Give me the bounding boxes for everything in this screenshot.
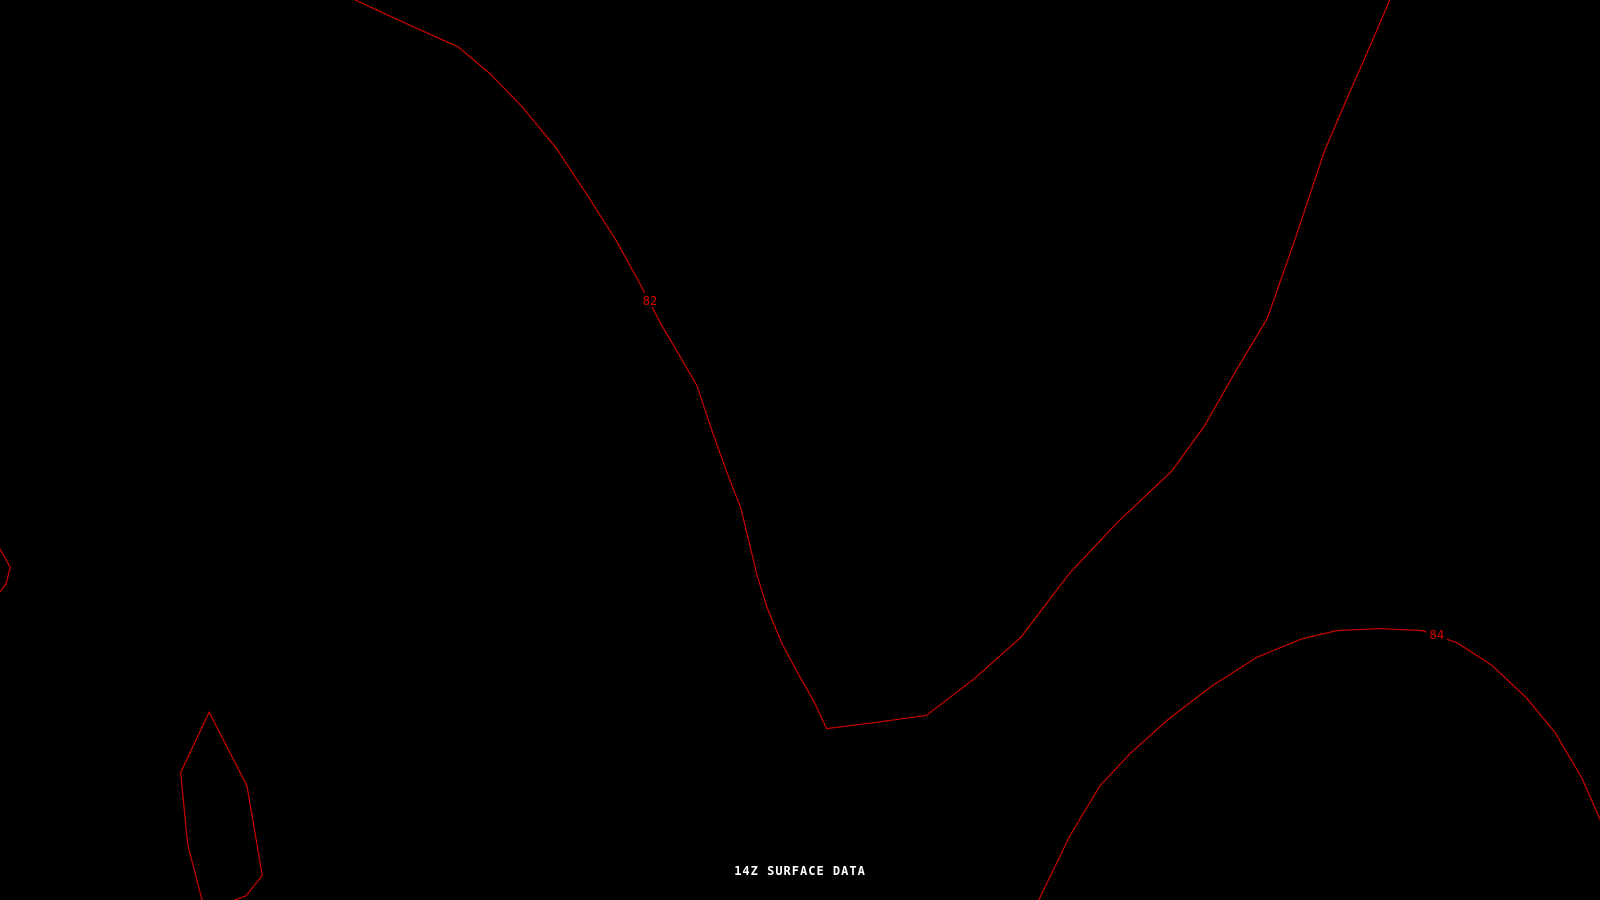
contour-line — [1038, 627, 1600, 900]
contour-label: 82 — [643, 294, 658, 308]
contour-line — [179, 710, 263, 900]
contour-label: 84 — [1429, 628, 1444, 642]
contour-line — [0, 548, 11, 593]
contour-label-backing — [639, 292, 661, 308]
contour-label-backing — [1426, 626, 1447, 641]
contour-line — [354, 0, 1391, 730]
